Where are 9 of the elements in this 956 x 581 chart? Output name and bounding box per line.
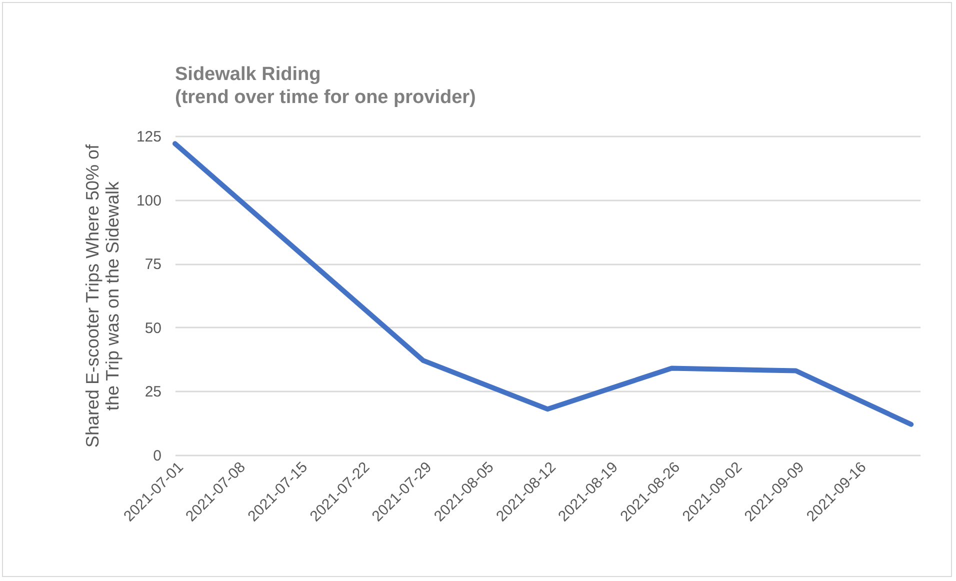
y-tick-label: 125 xyxy=(136,128,162,146)
y-tick-label: 100 xyxy=(136,192,162,210)
y-tick-label: 50 xyxy=(144,320,162,337)
y-tick-label: 25 xyxy=(144,384,162,401)
chart-title: Sidewalk Riding xyxy=(175,64,321,85)
chart-subtitle: (trend over time for one provider) xyxy=(175,87,476,108)
y-tick-label: 0 xyxy=(153,448,162,464)
y-tick-label: 75 xyxy=(144,256,162,274)
y-axis-title: Shared E-scooter Trips Where 50% of the Trip was on the Sidewalk xyxy=(82,143,122,448)
